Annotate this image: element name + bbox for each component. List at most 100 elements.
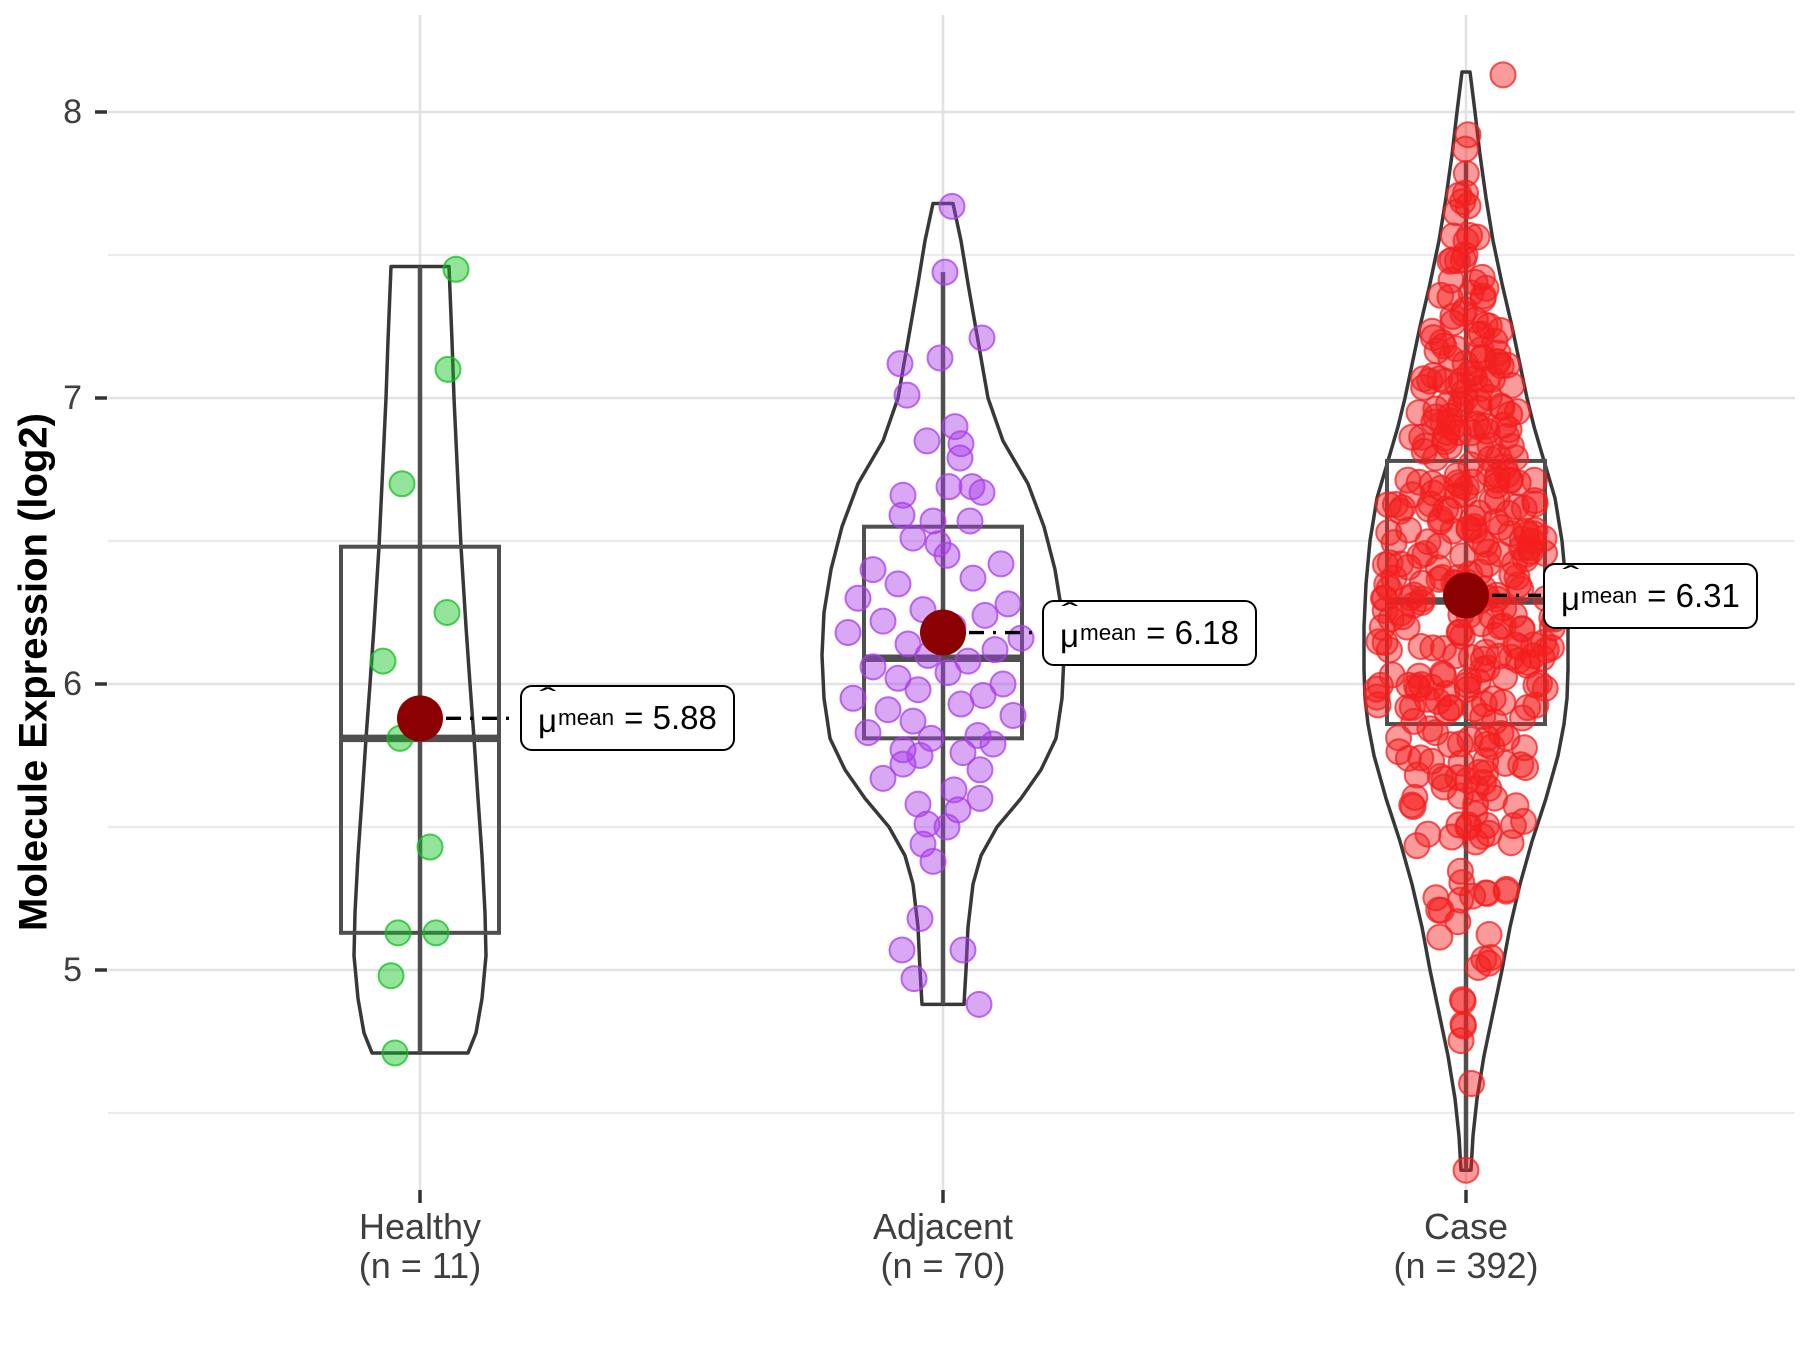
x-label-adjacent-name: Adjacent xyxy=(872,1206,1014,1247)
jitter-point xyxy=(1491,749,1519,777)
jitter-point xyxy=(1487,392,1515,420)
jitter-point xyxy=(1476,445,1504,473)
jitter-point xyxy=(931,258,959,286)
jitter-point xyxy=(1465,388,1493,416)
jitter-point xyxy=(1429,634,1457,662)
x-label-case: Case (n = 392) xyxy=(1296,1208,1636,1285)
jitter-point xyxy=(889,750,917,778)
jitter-point xyxy=(1419,634,1447,662)
jitter-point xyxy=(1453,671,1481,699)
jitter-point xyxy=(1410,365,1438,393)
jitter-point xyxy=(1469,645,1497,673)
jitter-point xyxy=(377,962,405,990)
jitter-point xyxy=(1446,619,1474,647)
jitter-point xyxy=(1398,791,1426,819)
x-label-healthy-n: (n = 11) xyxy=(358,1245,482,1286)
jitter-point xyxy=(981,636,1009,664)
jitter-point xyxy=(949,739,977,767)
jitter-point xyxy=(1447,1027,1475,1055)
jitter-point xyxy=(938,192,966,220)
jitter-point xyxy=(888,936,916,964)
jitter-point xyxy=(1407,744,1435,772)
jitter-point xyxy=(1505,633,1533,661)
jitter-point xyxy=(416,833,444,861)
jitter-point xyxy=(884,570,912,598)
jitter-point xyxy=(1440,222,1468,250)
mu-glyph: μ xyxy=(1561,580,1581,617)
jitter-point xyxy=(999,701,1027,729)
mean-label-case: ˆ μ mean = 6.31 xyxy=(1543,561,1758,629)
jitter-point xyxy=(926,344,954,372)
jitter-point xyxy=(1461,800,1489,828)
jitter-point xyxy=(1457,419,1485,447)
jitter-point xyxy=(1393,613,1421,641)
jitter-point xyxy=(886,350,914,378)
jitter-point xyxy=(859,653,887,681)
jitter-point xyxy=(1448,986,1476,1014)
jitter-point xyxy=(381,1039,409,1067)
jitter-point xyxy=(919,847,947,875)
jitter-point xyxy=(854,719,882,747)
jitter-point xyxy=(966,756,994,784)
jitter-point xyxy=(1375,636,1403,664)
jitter-point xyxy=(987,550,1015,578)
jitter-point xyxy=(1422,444,1450,472)
jitter-point xyxy=(906,742,934,769)
jitter-point xyxy=(1522,671,1550,699)
jitter-point xyxy=(869,764,897,792)
jitter-point xyxy=(1388,494,1416,522)
jitter-point xyxy=(1406,542,1434,570)
jitter-point xyxy=(1433,698,1461,726)
jitter-point xyxy=(1473,724,1501,752)
jitter-point xyxy=(979,730,1007,758)
jitter-point xyxy=(1477,943,1505,971)
x-label-case-n: (n = 392) xyxy=(1393,1245,1539,1286)
jitter-point xyxy=(966,784,994,812)
y-tick-label-6: 6 xyxy=(63,665,82,703)
jitter-point xyxy=(1459,882,1487,910)
jitter-point xyxy=(1375,518,1403,546)
jitter-point xyxy=(859,556,887,584)
jitter-point xyxy=(1432,367,1460,395)
jitter-point xyxy=(1454,121,1482,149)
jitter-point xyxy=(1446,730,1474,758)
jitter-point xyxy=(1375,575,1403,603)
jitter-point xyxy=(1489,61,1517,89)
jitter-point xyxy=(1451,481,1479,509)
jitter-point xyxy=(388,470,416,498)
jitter-point xyxy=(1436,731,1464,759)
jitter-point xyxy=(1417,673,1445,701)
jitter-point xyxy=(904,676,932,704)
jitter-point xyxy=(1514,693,1542,721)
jitter-point xyxy=(1510,734,1538,762)
jitter-point xyxy=(1381,490,1409,518)
jitter-point xyxy=(1430,765,1458,793)
jitter-point xyxy=(1469,344,1497,372)
jitter-point xyxy=(434,355,462,383)
mu-glyph: μ xyxy=(1060,617,1080,654)
jitter-point xyxy=(884,664,912,692)
jitter-point xyxy=(1442,199,1470,227)
jitter-point xyxy=(369,647,397,675)
jitter-point xyxy=(1467,528,1495,556)
jitter-point xyxy=(1416,715,1444,743)
jitter-point xyxy=(1451,385,1479,413)
jitter-point xyxy=(1007,624,1035,652)
jitter-point xyxy=(433,599,461,626)
mean-subscript: mean xyxy=(1080,620,1137,645)
jitter-point xyxy=(1446,857,1474,885)
jitter-point xyxy=(422,919,450,947)
jitter-point xyxy=(899,707,927,735)
jitter-point xyxy=(442,255,470,283)
jitter-point xyxy=(1465,499,1493,527)
jitter-point xyxy=(1366,671,1394,699)
jitter-point xyxy=(965,990,993,1018)
mean-label-healthy: ˆ μ mean = 5.88 xyxy=(520,683,735,751)
jitter-point xyxy=(1483,485,1511,513)
jitter-point xyxy=(1521,487,1549,515)
jitter-point xyxy=(888,501,916,529)
jitter-point xyxy=(894,630,922,658)
